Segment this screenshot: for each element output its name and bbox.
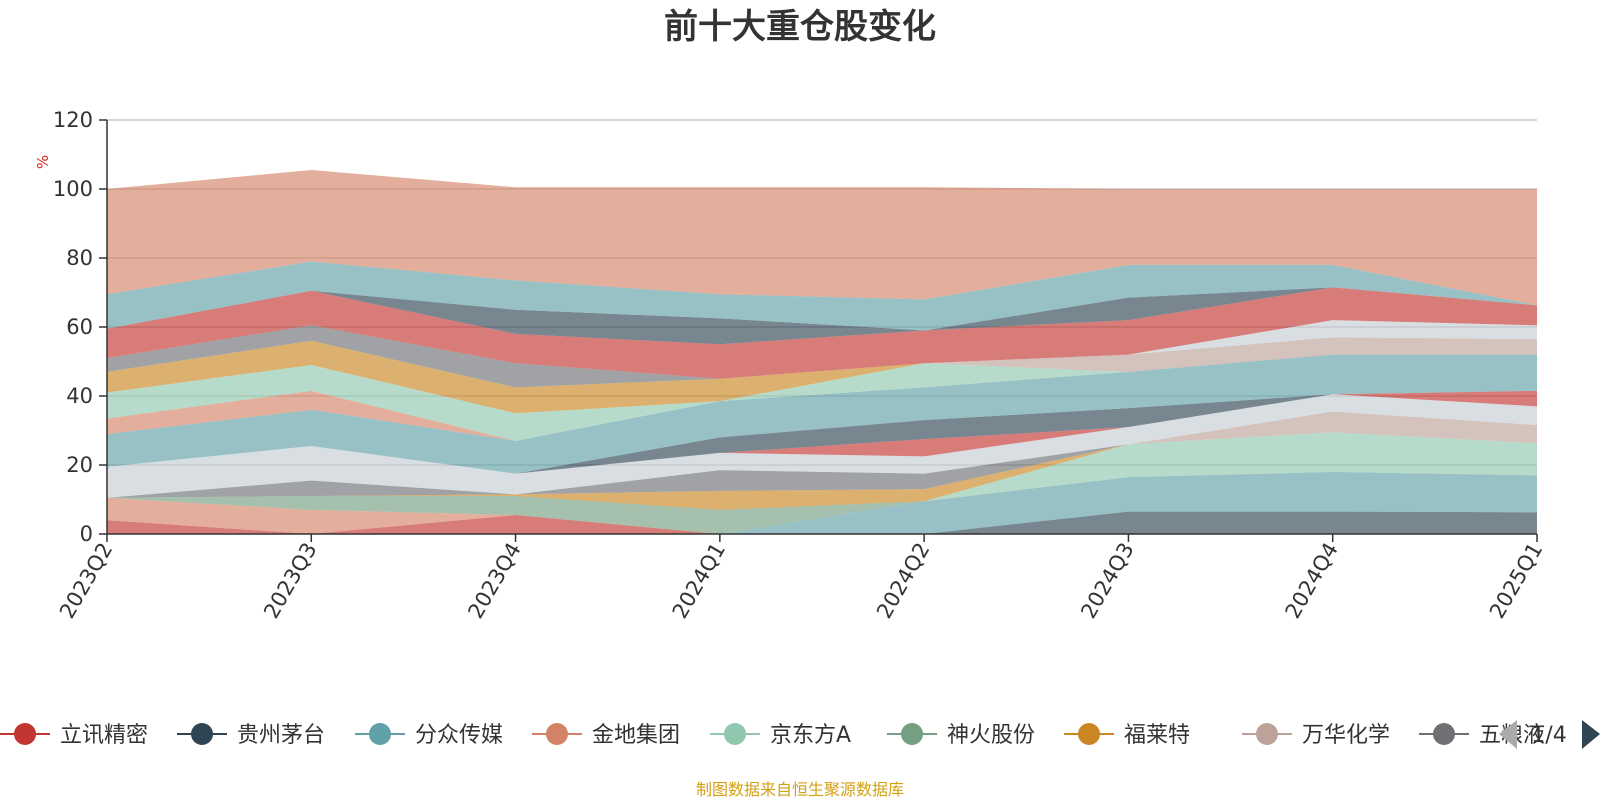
area-series-9 [107, 394, 1537, 498]
legend-circle-marker [369, 723, 391, 745]
legend-item[interactable]: 万华化学 [1242, 723, 1390, 748]
area-series-20 [107, 287, 1537, 345]
legend-label: 金地集团 [592, 723, 680, 748]
area-series-5 [107, 432, 1537, 534]
legend-label: 京东方A [770, 723, 851, 748]
y-tick-label: 60 [66, 315, 93, 339]
legend-item[interactable]: 神火股份 [887, 723, 1035, 748]
legend-label: 立讯精密 [60, 723, 148, 748]
legend-label: 万华化学 [1302, 723, 1390, 748]
series-areas [107, 170, 1537, 534]
x-tick-label: 2024Q1 [668, 539, 730, 623]
area-series-21 [107, 261, 1537, 331]
area-series-12 [107, 354, 1537, 474]
legend-label: 神火股份 [947, 723, 1035, 748]
area-series-16 [107, 337, 1537, 388]
area-series-14 [107, 354, 1537, 441]
y-tick-label: 20 [66, 453, 93, 477]
legend-item[interactable]: 五粮液 [1419, 723, 1545, 748]
legend-circle-marker [901, 723, 923, 745]
area-series-11 [107, 390, 1537, 474]
x-axis-ticks: 2023Q2 2023Q3 2023Q4 2024Q1 2024Q2 2024Q3 2024… [55, 534, 1547, 623]
legend-label: 贵州茅台 [237, 723, 325, 748]
area-series-2 [107, 471, 1537, 534]
area-series-18 [107, 320, 1537, 379]
legend-circle-marker [1078, 723, 1100, 745]
area-series-7 [107, 411, 1537, 498]
legend-item[interactable]: 福莱特 [1064, 723, 1190, 748]
legend-item[interactable]: 金地集团 [532, 723, 680, 748]
x-tick-label: 2024Q4 [1281, 539, 1343, 623]
triangle-right-icon[interactable] [1582, 720, 1600, 749]
area-series-19 [107, 287, 1537, 379]
x-tick-label: 2023Q2 [55, 539, 117, 623]
triangle-left-icon[interactable] [1499, 720, 1517, 749]
legend-item[interactable]: 立讯精密 [0, 723, 148, 748]
area-series-0 [107, 515, 1537, 534]
y-tick-label: 80 [66, 246, 93, 270]
y-tick-label: 0 [80, 522, 93, 546]
x-tick-label: 2023Q4 [463, 539, 525, 623]
x-tick-label: 2025Q1 [1485, 539, 1547, 623]
y-tick-label: 100 [53, 177, 93, 201]
legend-page-indicator: 1/4 [1531, 723, 1566, 748]
legend-circle-marker [14, 723, 36, 745]
chart-title: 前十大重仓股变化 [664, 7, 936, 47]
area-series-8 [107, 411, 1537, 498]
y-tick-label: 120 [53, 108, 93, 132]
legend-circle-marker [546, 723, 568, 745]
legend-item[interactable]: 分众传媒 [355, 723, 503, 748]
y-tick-label: 40 [66, 384, 93, 408]
area-series-15 [107, 340, 1537, 414]
legend-circle-marker [191, 723, 213, 745]
legend-item[interactable]: 京东方A [710, 723, 851, 748]
x-tick-label: 2024Q3 [1076, 539, 1138, 623]
y-axis-unit: % [34, 155, 52, 169]
area-series-4 [107, 432, 1537, 534]
legend-label: 分众传媒 [415, 723, 503, 748]
x-tick-label: 2023Q3 [259, 539, 321, 623]
legend-item[interactable]: 贵州茅台 [177, 723, 325, 748]
legend-label: 福莱特 [1124, 723, 1190, 748]
data-source-note: 制图数据来自恒生聚源数据库 [696, 780, 904, 799]
x-tick-label: 2024Q2 [872, 539, 934, 623]
legend: 立讯精密 贵州茅台 分众传媒 金地集团 京东方A 神火股份 福莱特 万华化学 五粮液 [0, 723, 1545, 748]
area-series-1 [107, 511, 1537, 534]
area-series-17 [107, 325, 1537, 388]
legend-pager: 1/4 [1499, 720, 1600, 749]
legend-circle-marker [724, 723, 746, 745]
area-series-3 [107, 471, 1537, 534]
legend-circle-marker [1256, 723, 1278, 745]
y-axis-ticks: 0 20 40 60 80 100 120 [53, 108, 107, 546]
area-series-22 [107, 170, 1537, 306]
area-series-6 [107, 432, 1537, 510]
legend-circle-marker [1433, 723, 1455, 745]
